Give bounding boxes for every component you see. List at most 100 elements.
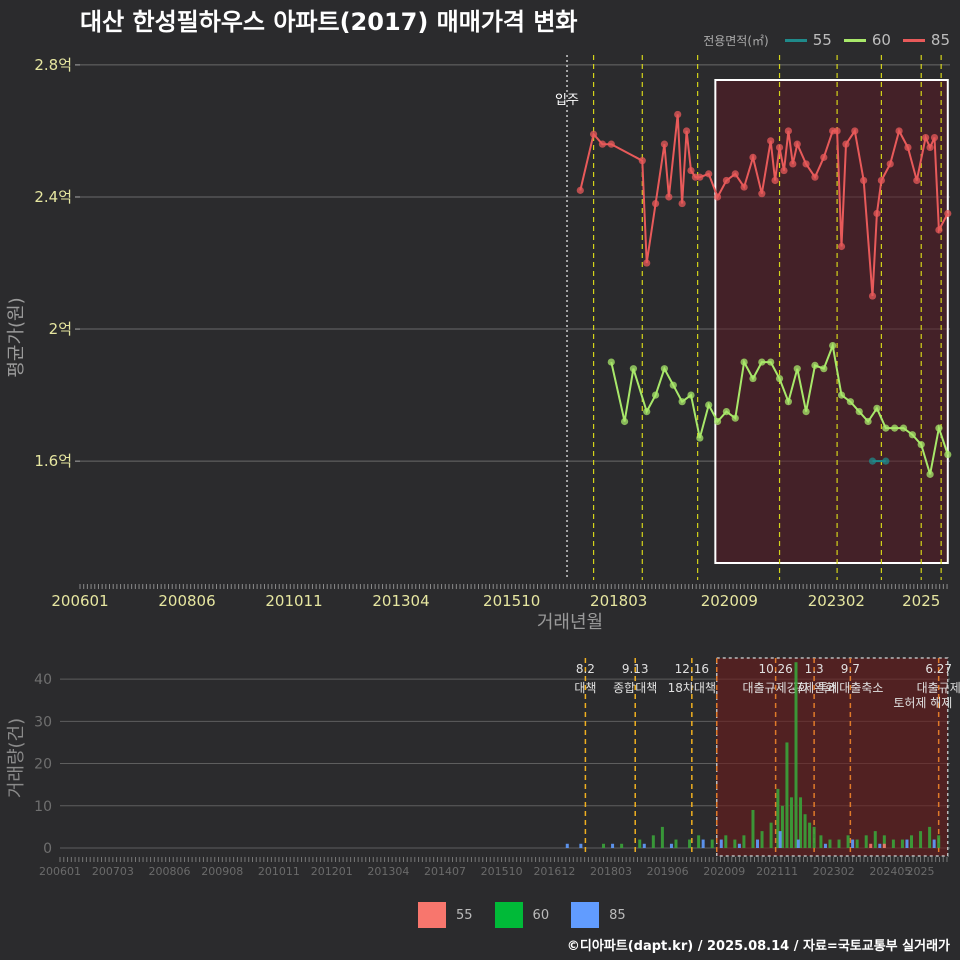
data-point-85 bbox=[589, 130, 598, 138]
bar-85 bbox=[878, 843, 882, 848]
event-name-label: 규제완화 bbox=[792, 681, 836, 695]
bar-85 bbox=[701, 839, 705, 848]
data-point-85 bbox=[674, 110, 682, 119]
data-point-60 bbox=[660, 365, 669, 373]
data-point-60 bbox=[891, 424, 899, 432]
y-tick-label-bottom: 0 bbox=[43, 841, 52, 857]
data-point-85 bbox=[722, 176, 731, 185]
data-point-85 bbox=[851, 127, 859, 135]
data-point-85 bbox=[877, 176, 885, 185]
x-tick-label-bottom: 200806 bbox=[148, 865, 190, 878]
bar-60 bbox=[803, 814, 807, 848]
bar-85 bbox=[851, 839, 855, 848]
bar-60 bbox=[638, 839, 642, 848]
data-point-85 bbox=[842, 140, 850, 148]
y-tick-label-top: 1.6억 bbox=[34, 452, 72, 470]
x-tick-label-top: 202009 bbox=[701, 592, 758, 610]
bar-85 bbox=[823, 843, 827, 848]
bar-85 bbox=[905, 839, 909, 848]
bar-85 bbox=[932, 839, 936, 848]
data-point-85 bbox=[638, 157, 646, 165]
data-point-85 bbox=[705, 170, 713, 178]
highlight-box-top bbox=[714, 79, 949, 564]
legend-swatch-85 bbox=[902, 38, 925, 42]
x-tick-label-bottom: 201011 bbox=[258, 865, 300, 878]
data-point-60 bbox=[926, 470, 934, 478]
bar-60 bbox=[780, 805, 784, 848]
data-point-85 bbox=[913, 176, 921, 185]
x-tick-label-top: 2025 bbox=[902, 592, 940, 610]
bar-60 bbox=[919, 831, 923, 848]
bar-60 bbox=[760, 831, 764, 848]
x-tick-label-bottom: 200601 bbox=[39, 865, 81, 878]
x-tick-label-bottom: 201906 bbox=[647, 865, 689, 878]
data-point-85 bbox=[895, 127, 903, 135]
bar-60 bbox=[789, 797, 793, 848]
legend-bottom-item-60: 60 bbox=[494, 902, 550, 928]
data-point-60 bbox=[696, 434, 704, 442]
data-point-85 bbox=[682, 127, 691, 135]
bar-85 bbox=[778, 831, 782, 848]
bar-60 bbox=[776, 788, 780, 848]
data-point-85 bbox=[771, 176, 779, 185]
bar-85 bbox=[611, 843, 615, 848]
y-axis-title-top: 평균가(원) bbox=[6, 297, 27, 377]
y-tick-label-bottom: 30 bbox=[34, 714, 52, 730]
data-point-85 bbox=[696, 173, 704, 181]
data-point-85 bbox=[837, 242, 846, 251]
legend-item-55: 55 bbox=[812, 31, 832, 49]
x-tick-label-top: 202302 bbox=[808, 592, 865, 610]
data-point-85 bbox=[784, 127, 792, 135]
data-point-55 bbox=[882, 457, 890, 465]
x-tick-label-bottom: 202009 bbox=[703, 865, 745, 878]
event-extra-label: 토허제 해제 bbox=[893, 696, 952, 710]
bar-60 bbox=[697, 835, 701, 848]
x-tick-label-top: 201803 bbox=[590, 592, 647, 610]
data-point-60 bbox=[820, 365, 828, 373]
data-point-60 bbox=[731, 414, 739, 422]
data-point-60 bbox=[855, 408, 863, 416]
bar-60 bbox=[799, 797, 803, 848]
bar-55 bbox=[869, 843, 873, 848]
bar-85 bbox=[565, 843, 569, 848]
data-point-85 bbox=[926, 143, 934, 152]
data-point-85 bbox=[758, 190, 766, 198]
bar-85 bbox=[669, 843, 673, 848]
bar-55 bbox=[882, 843, 886, 848]
data-point-60 bbox=[899, 424, 908, 432]
legend-bottom: 55 60 85 bbox=[418, 902, 638, 928]
data-point-60 bbox=[837, 391, 846, 399]
bar-60 bbox=[882, 835, 886, 848]
y-tick-label-bottom: 40 bbox=[34, 672, 52, 688]
data-point-60 bbox=[758, 358, 766, 366]
bar-60 bbox=[864, 835, 868, 848]
x-tick-label-top: 200601 bbox=[51, 592, 108, 610]
legend-bottom-label-60: 60 bbox=[532, 907, 550, 923]
event-name-label: 대출규제 bbox=[917, 681, 960, 695]
event-name-label: 대출규제강화 bbox=[742, 681, 808, 695]
bar-60 bbox=[651, 835, 655, 848]
data-point-60 bbox=[908, 431, 916, 439]
data-point-60 bbox=[784, 398, 792, 406]
data-point-85 bbox=[930, 133, 939, 142]
data-point-60 bbox=[713, 417, 722, 426]
bar-85 bbox=[796, 839, 800, 848]
event-date-label: 8.2 bbox=[576, 662, 595, 676]
data-point-85 bbox=[687, 166, 695, 175]
data-point-60 bbox=[687, 391, 695, 399]
data-point-55 bbox=[868, 457, 877, 465]
data-point-85 bbox=[780, 166, 788, 175]
bar-60 bbox=[819, 835, 823, 848]
legend-item-60: 60 bbox=[871, 31, 891, 49]
bar-60 bbox=[688, 839, 692, 848]
x-tick-label-bottom: 200703 bbox=[92, 865, 134, 878]
data-point-85 bbox=[886, 160, 894, 168]
bar-60 bbox=[660, 826, 664, 848]
data-point-85 bbox=[820, 153, 828, 161]
data-point-85 bbox=[678, 199, 686, 208]
data-point-85 bbox=[651, 199, 660, 208]
data-point-60 bbox=[669, 381, 677, 389]
x-tick-label-bottom: 201201 bbox=[311, 865, 353, 878]
legend-bottom-item-85: 85 bbox=[571, 902, 626, 928]
